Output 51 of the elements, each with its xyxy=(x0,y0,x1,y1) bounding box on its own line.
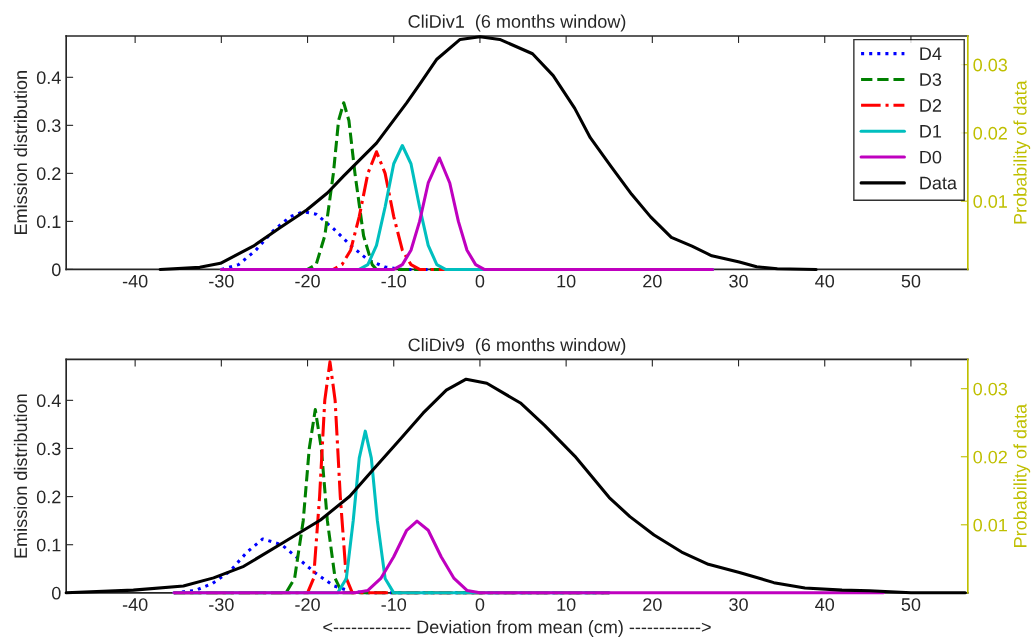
y-tick-label: 0 xyxy=(51,586,61,600)
x-tick-label: 10 xyxy=(557,274,576,288)
y2-tick-label: 0.02 xyxy=(973,126,1007,140)
x-tick-label: -20 xyxy=(295,274,320,288)
x-tick-label: 40 xyxy=(815,274,835,288)
y-axis-title: Emission distribution xyxy=(13,71,28,235)
y-tick-label: 0.4 xyxy=(36,394,61,408)
legend-label: D4 xyxy=(920,47,942,60)
y-axis-title: Emission distribution xyxy=(13,394,28,558)
y-tick-label: 0.1 xyxy=(36,215,61,229)
y2-tick-label: 0.01 xyxy=(973,518,1007,532)
line-series xyxy=(172,519,885,595)
x-tick-label: 0 xyxy=(475,598,485,611)
y2-tick-label: 0.03 xyxy=(973,382,1008,396)
x-tick-label: -10 xyxy=(381,598,407,611)
x-tick-label: -40 xyxy=(122,274,148,288)
legend-label: Data xyxy=(920,176,957,190)
y2-axis-title: Probability of data xyxy=(1013,80,1031,224)
y-tick-label: 0.3 xyxy=(36,442,61,456)
legend-label: D3 xyxy=(920,73,942,86)
x-tick-label: 50 xyxy=(901,274,921,288)
x-tick-label: 40 xyxy=(815,598,835,611)
x-tick-label: -40 xyxy=(122,598,148,611)
legend-label: D2 xyxy=(920,99,942,112)
x-tick-label: -30 xyxy=(209,274,234,288)
y2-tick-label: 0.02 xyxy=(973,450,1007,464)
legend-label: D0 xyxy=(920,150,942,164)
x-tick-label: 30 xyxy=(729,274,748,288)
x-tick-label: 0 xyxy=(475,274,485,288)
line-series xyxy=(158,35,818,271)
y2-tick-label: 0.01 xyxy=(973,195,1007,208)
x-tick-label: -20 xyxy=(295,598,320,611)
y-tick-label: 0.3 xyxy=(36,119,61,133)
legend-label: D1 xyxy=(920,125,942,138)
x-axis-title: <------------- Deviation from mean (cm) ------------> xyxy=(323,620,711,637)
y-tick-label: 0.4 xyxy=(36,71,61,85)
x-tick-label: 10 xyxy=(557,598,576,611)
y-tick-label: 0.2 xyxy=(36,490,61,504)
x-tick-label: 20 xyxy=(643,598,662,611)
x-tick-label: 20 xyxy=(643,274,662,288)
chart-title: CliDiv9 (6 months window) xyxy=(408,338,626,355)
y-tick-label: 0 xyxy=(51,263,61,277)
x-tick-label: -30 xyxy=(209,598,234,611)
x-tick-label: 50 xyxy=(901,598,921,611)
y-tick-label: 0.1 xyxy=(36,538,61,552)
y-tick-label: 0.2 xyxy=(36,167,61,181)
x-tick-label: -10 xyxy=(381,274,407,288)
chart-title: CliDiv1 (6 months window) xyxy=(408,14,626,32)
x-tick-label: 30 xyxy=(729,598,748,611)
y2-tick-label: 0.03 xyxy=(973,58,1008,72)
y2-axis-title: Probability of data xyxy=(1013,403,1031,547)
